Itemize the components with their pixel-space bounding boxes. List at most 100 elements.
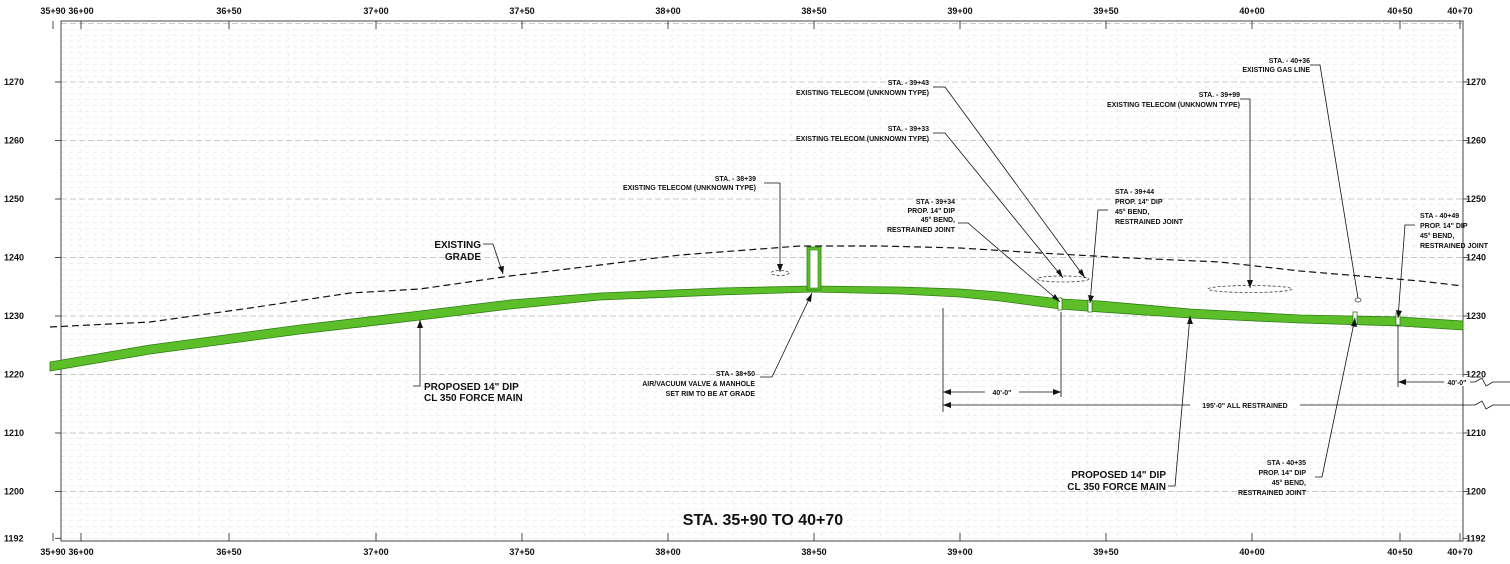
dim-bg-40-left <box>985 387 1019 396</box>
station-label-bottom: 35+90 <box>40 547 65 557</box>
telecom-callout-3943: STA. - 39+43 EXISTING TELECOM (UNKNOWN T… <box>796 80 929 97</box>
telecom-3999-line-1: STA. - 39+99 <box>1199 92 1240 99</box>
telecom-callout-3999: STA. - 39+99 EXISTING TELECOM (UNKNOWN T… <box>1107 92 1240 109</box>
station-label-bottom: 40+50 <box>1387 547 1412 557</box>
telecom-crossing-3933-3943 <box>1036 275 1090 283</box>
axes: 35+90 36+00 36+50 37+00 37+50 38+00 38+50 39+00… <box>4 6 1486 557</box>
station-label-bottom: 37+00 <box>363 547 388 557</box>
station-label-top: 36+00 <box>68 6 93 16</box>
elevation-label-right: 1260 <box>1466 136 1486 146</box>
bend-4049-line-4: RESTRAINED JOINT <box>1420 243 1489 250</box>
elevation-label-left: 1250 <box>4 194 24 204</box>
telecom-3933-line-1: STA. - 39+33 <box>888 126 929 133</box>
gas-4036-line-2: EXISTING GAS LINE <box>1242 67 1310 74</box>
telecom-3933-line-2: EXISTING TELECOM (UNKNOWN TYPE) <box>796 136 929 143</box>
station-label-top: 39+00 <box>947 6 972 16</box>
elevation-label-right: 1250 <box>1466 194 1486 204</box>
valve-3850-line-3: SET RIM TO BE AT GRADE <box>666 391 756 398</box>
elevation-label-right: 1200 <box>1466 487 1486 497</box>
station-label-top: 40+00 <box>1239 6 1264 16</box>
gas-4036-line-1: STA. - 40+36 <box>1269 58 1310 65</box>
bend-3944-line-3: 45° BEND, <box>1115 208 1149 216</box>
station-label-top: 38+50 <box>801 6 826 16</box>
elevation-label-left: 1200 <box>4 487 24 497</box>
elevation-label-right: 1230 <box>1466 311 1486 321</box>
bend-callout-4035: STA - 40+35 PROP. 14" DIP 45° BEND, REST… <box>1238 460 1307 497</box>
elevation-label-right: 1270 <box>1466 77 1486 87</box>
bend-4035-line-3: 45° BEND, <box>1272 479 1306 487</box>
dim-40-right: 40'-0" <box>1448 380 1467 387</box>
station-label-bottom: 39+00 <box>947 547 972 557</box>
proposed-main-right-line-1: PROPOSED 14" DIP <box>1071 470 1166 481</box>
bend-3934-line-4: RESTRAINED JOINT <box>887 227 956 234</box>
elevation-label-left: 1270 <box>4 77 24 87</box>
elevation-label-right: 1220 <box>1466 370 1486 380</box>
frame-border <box>60 20 1464 542</box>
bend-3944-line-4: RESTRAINED JOINT <box>1115 219 1184 226</box>
elevation-label-right: 1210 <box>1466 428 1486 438</box>
dim-bg-40-right <box>1444 377 1470 386</box>
station-label-top: 35+90 <box>40 6 65 16</box>
gas-callout-4036: STA. - 40+36 EXISTING GAS LINE <box>1242 58 1310 74</box>
bend-4035-line-1: STA - 40+35 <box>1267 460 1306 467</box>
bend-4049-line-1: STA - 40+49 <box>1420 213 1459 220</box>
bend-3944-line-2: PROP. 14" DIP <box>1115 199 1163 206</box>
bend-3934-line-3: 45° BEND, <box>921 216 955 224</box>
proposed-main-left-line-2: CL 350 FORCE MAIN <box>424 393 523 404</box>
station-label-top: 40+50 <box>1387 6 1412 16</box>
bend-callout-3934: STA - 39+34 PROP. 14" DIP 45° BEND, REST… <box>887 199 956 234</box>
telecom-3839-line-2: EXISTING TELECOM (UNKNOWN TYPE) <box>623 185 756 192</box>
station-label-bottom: 37+50 <box>509 547 534 557</box>
station-label-top: 37+50 <box>509 6 534 16</box>
station-label-bottom: 40+70 <box>1447 547 1472 557</box>
station-label-bottom: 36+50 <box>216 547 241 557</box>
bend-3934-line-1: STA - 39+34 <box>916 199 955 206</box>
proposed-main-label-right: PROPOSED 14" DIP CL 350 FORCE MAIN <box>1067 470 1166 493</box>
valve-3850-line-1: STA - 38+50 <box>716 371 755 378</box>
proposed-main-left-line-1: PROPOSED 14" DIP <box>424 382 519 393</box>
valve-3850-line-2: AIR/VACUUM VALVE & MANHOLE <box>642 381 755 388</box>
existing-grade-label: EXISTING GRADE <box>434 240 481 263</box>
elevation-label-left: 1192 <box>4 533 24 543</box>
station-label-top: 36+50 <box>216 6 241 16</box>
station-label-bottom: 38+50 <box>801 547 826 557</box>
station-label-top: 39+50 <box>1093 6 1118 16</box>
bend-4035-line-2: PROP. 14" DIP <box>1258 470 1306 477</box>
station-label-top: 38+00 <box>655 6 680 16</box>
drawing-title: STA. 35+90 TO 40+70 <box>683 512 844 529</box>
bend-4049-line-3: 45° BEND, <box>1420 232 1454 240</box>
dimension-arrowheads <box>943 379 1406 408</box>
bend-4049-line-2: PROP. 14" DIP <box>1420 223 1468 230</box>
leader-lines <box>413 64 1415 487</box>
station-label-top: 40+70 <box>1447 6 1472 16</box>
proposed-main-right-line-2: CL 350 FORCE MAIN <box>1067 482 1166 493</box>
elevation-label-left: 1220 <box>4 370 24 380</box>
station-label-bottom: 38+00 <box>655 547 680 557</box>
dim-40-left: 40'-0" <box>993 390 1012 397</box>
telecom-callout-3933: STA. - 39+33 EXISTING TELECOM (UNKNOWN T… <box>796 126 929 143</box>
bend-callout-3944: STA - 39+44 PROP. 14" DIP 45° BEND, REST… <box>1115 189 1184 226</box>
existing-grade-line-2: GRADE <box>445 252 481 263</box>
bend-3944-line-1: STA - 39+44 <box>1115 189 1154 196</box>
proposed-main-label-left: PROPOSED 14" DIP CL 350 FORCE MAIN <box>424 382 523 404</box>
elevation-label-right: 1240 <box>1466 253 1486 263</box>
grid <box>61 21 1463 541</box>
existing-grade-line <box>49 245 1464 328</box>
telecom-3943-line-2: EXISTING TELECOM (UNKNOWN TYPE) <box>796 90 929 97</box>
leader-arrowheads <box>417 264 1402 328</box>
valve-callout-3850: STA - 38+50 AIR/VACUUM VALVE & MANHOLE S… <box>642 371 755 398</box>
station-label-top: 37+00 <box>363 6 388 16</box>
elevation-label-left: 1260 <box>4 136 24 146</box>
station-label-bottom: 40+00 <box>1239 547 1264 557</box>
station-label-bottom: 39+50 <box>1093 547 1118 557</box>
station-label-bottom: 36+00 <box>68 547 93 557</box>
elevation-label-right: 1192 <box>1466 533 1486 543</box>
telecom-3943-line-1: STA. - 39+43 <box>888 80 929 87</box>
proposed-force-main-pipe <box>49 285 1464 372</box>
dim-all-restrained: 195'-0" ALL RESTRAINED <box>1202 403 1288 410</box>
elevation-label-left: 1210 <box>4 428 24 438</box>
telecom-crossing-3839 <box>770 270 790 276</box>
bend-callout-4049: STA - 40+49 PROP. 14" DIP 45° BEND, REST… <box>1420 213 1489 250</box>
elevation-label-left: 1230 <box>4 311 24 321</box>
